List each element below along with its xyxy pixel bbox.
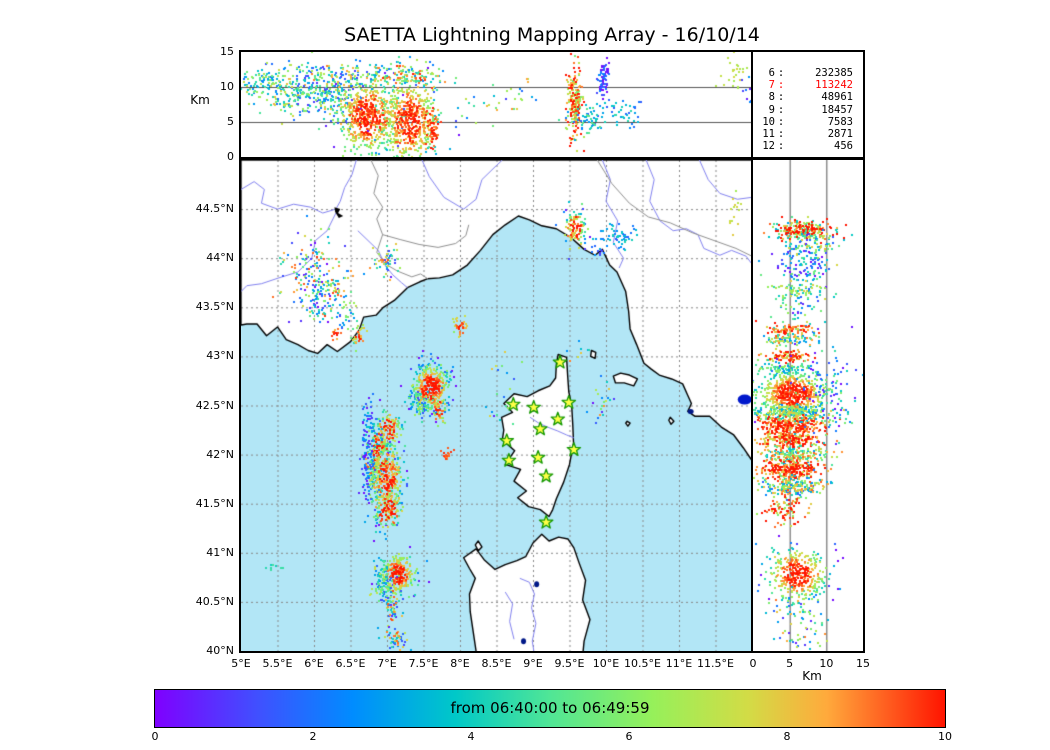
- colorbar-tick-label: 0: [151, 730, 159, 743]
- colorbar-tick-label: 8: [783, 730, 791, 743]
- page-title: SAETTA Lightning Mapping Array - 16/10/1…: [344, 24, 760, 46]
- station-count-colon: :: [777, 115, 785, 128]
- longitude-tick-label: 8.5°E: [481, 657, 512, 670]
- station-count-row: 12: 456: [753, 140, 863, 152]
- altitude-ytick-label: 0: [227, 150, 234, 163]
- station-count-row: 8: 48961: [753, 91, 863, 103]
- altitude-ytick-label: 15: [220, 45, 234, 58]
- latitude-tick-label: 41.5°N: [195, 496, 234, 510]
- station-count-colon: :: [777, 128, 785, 141]
- longitude-tick-label: 11.5°E: [697, 657, 734, 670]
- altitude-longitude-scatter: [241, 52, 752, 157]
- latitude-tick-label: 41°N: [206, 545, 234, 559]
- colorbar-tick-label: 6: [625, 730, 633, 743]
- station-count-colon: :: [777, 79, 785, 92]
- longitude-tick-label: 11°E: [665, 657, 693, 670]
- station-count-colon: :: [777, 103, 785, 116]
- station-count-level: 7: [768, 79, 775, 92]
- latitude-tick-label: 42°N: [206, 447, 234, 461]
- altitude-axis-label-bottom: Km: [802, 669, 822, 683]
- colorbar-time-range-label: from 06:40:00 to 06:49:59: [450, 699, 650, 717]
- station-count-level: 9: [768, 103, 775, 116]
- longitude-tick-label: 6.5°E: [335, 657, 366, 670]
- map-panel: [239, 158, 754, 653]
- altitude-xtick-label: 10: [819, 657, 834, 670]
- station-count-colon: :: [777, 140, 785, 153]
- station-count-rows: 6:232385 7:113242 8:48961 9:18457 10:7583 11:…: [753, 52, 863, 152]
- latitude-tick-label: 44.5°N: [195, 202, 234, 216]
- longitude-tick-label: 8°E: [450, 657, 470, 670]
- station-count-legend: 6:232385 7:113242 8:48961 9:18457 10:7583 11:…: [751, 50, 865, 159]
- station-count-value: 232385: [815, 67, 853, 79]
- station-count-row: 7: 113242: [753, 79, 863, 91]
- station-count-row: 10: 7583: [753, 116, 863, 128]
- longitude-tick-label: 10.5°E: [624, 657, 661, 670]
- station-count-colon: :: [777, 67, 785, 79]
- altitude-latitude-panel: [751, 158, 865, 653]
- latitude-tick-label: 42.5°N: [195, 398, 234, 412]
- colorbar-tick-label: 4: [467, 730, 475, 743]
- longitude-tick-label: 9°E: [523, 657, 543, 670]
- station-count-row: 6: 232385: [753, 67, 863, 79]
- station-count-colon: :: [777, 91, 785, 104]
- altitude-axis-label-left: Km: [190, 93, 210, 107]
- station-count-value: 113242: [815, 79, 853, 92]
- station-count-level: 6: [768, 67, 775, 79]
- station-count-value: 2871: [827, 128, 853, 141]
- latitude-tick-label: 40°N: [206, 644, 234, 657]
- station-count-value: 7583: [827, 115, 853, 128]
- altitude-ytick-label: 10: [220, 80, 234, 93]
- altitude-ytick-label: 5: [227, 115, 234, 128]
- station-count-row: 11: 2871: [753, 128, 863, 140]
- station-count-value: 48961: [821, 91, 853, 104]
- colorbar-gradient: [155, 690, 945, 727]
- colorbar-tick-label: 2: [309, 730, 317, 743]
- colorbar-tick-label: 10: [938, 730, 952, 743]
- latitude-tick-label: 44°N: [206, 251, 234, 265]
- station-count-level: 10: [762, 115, 775, 128]
- latitude-tick-label: 40.5°N: [195, 594, 234, 608]
- longitude-tick-label: 9.5°E: [554, 657, 585, 670]
- longitude-tick-label: 7°E: [377, 657, 397, 670]
- station-count-level: 8: [768, 91, 775, 104]
- lightning-map: [241, 160, 752, 651]
- altitude-longitude-panel: [239, 50, 754, 159]
- altitude-xtick-label: 5: [786, 657, 794, 670]
- time-colorbar: [154, 689, 946, 728]
- station-count-value: 456: [834, 140, 853, 153]
- longitude-tick-label: 5°E: [231, 657, 251, 670]
- station-count-level: 11: [762, 128, 775, 141]
- station-count-level: 12: [762, 140, 775, 153]
- station-count-row: 9: 18457: [753, 104, 863, 116]
- latitude-tick-label: 43.5°N: [195, 300, 234, 314]
- longitude-tick-label: 5.5°E: [262, 657, 293, 670]
- altitude-xtick-label: 0: [749, 657, 757, 670]
- station-count-value: 18457: [821, 103, 853, 116]
- longitude-tick-label: 7.5°E: [408, 657, 439, 670]
- latitude-tick-label: 43°N: [206, 349, 234, 363]
- longitude-tick-label: 10°E: [592, 657, 620, 670]
- longitude-tick-label: 6°E: [304, 657, 324, 670]
- altitude-latitude-scatter: [753, 160, 863, 651]
- altitude-xtick-label: 15: [856, 657, 870, 670]
